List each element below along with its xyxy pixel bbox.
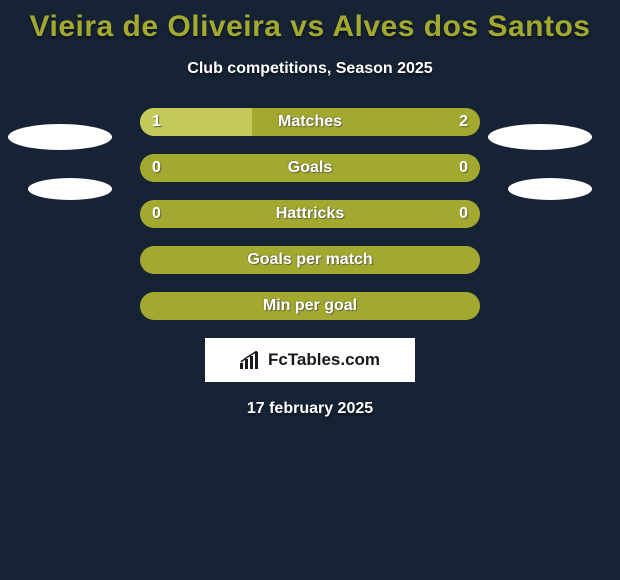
stat-row: Goals per match	[140, 246, 480, 274]
decorative-ellipse	[488, 124, 592, 150]
stat-row: Min per goal	[140, 292, 480, 320]
stat-label: Matches	[140, 108, 480, 136]
stat-label: Goals per match	[140, 246, 480, 274]
date-text: 17 february 2025	[0, 400, 620, 418]
stat-row: 00Goals	[140, 154, 480, 182]
decorative-ellipse	[28, 178, 112, 200]
page-title: Vieira de Oliveira vs Alves dos Santos	[0, 0, 620, 44]
decorative-ellipse	[8, 124, 112, 150]
bar-chart-icon	[240, 351, 262, 369]
source-logo: FcTables.com	[205, 338, 415, 382]
stat-label: Goals	[140, 154, 480, 182]
stat-label: Hattricks	[140, 200, 480, 228]
subtitle: Club competitions, Season 2025	[0, 60, 620, 78]
stats-rows: 12Matches 00Goals 00Hattricks Goals per mat…	[140, 108, 480, 320]
decorative-ellipse	[508, 178, 592, 200]
logo-text: FcTables.com	[268, 350, 380, 370]
stat-label: Min per goal	[140, 292, 480, 320]
stat-row: 12Matches	[140, 108, 480, 136]
stat-row: 00Hattricks	[140, 200, 480, 228]
